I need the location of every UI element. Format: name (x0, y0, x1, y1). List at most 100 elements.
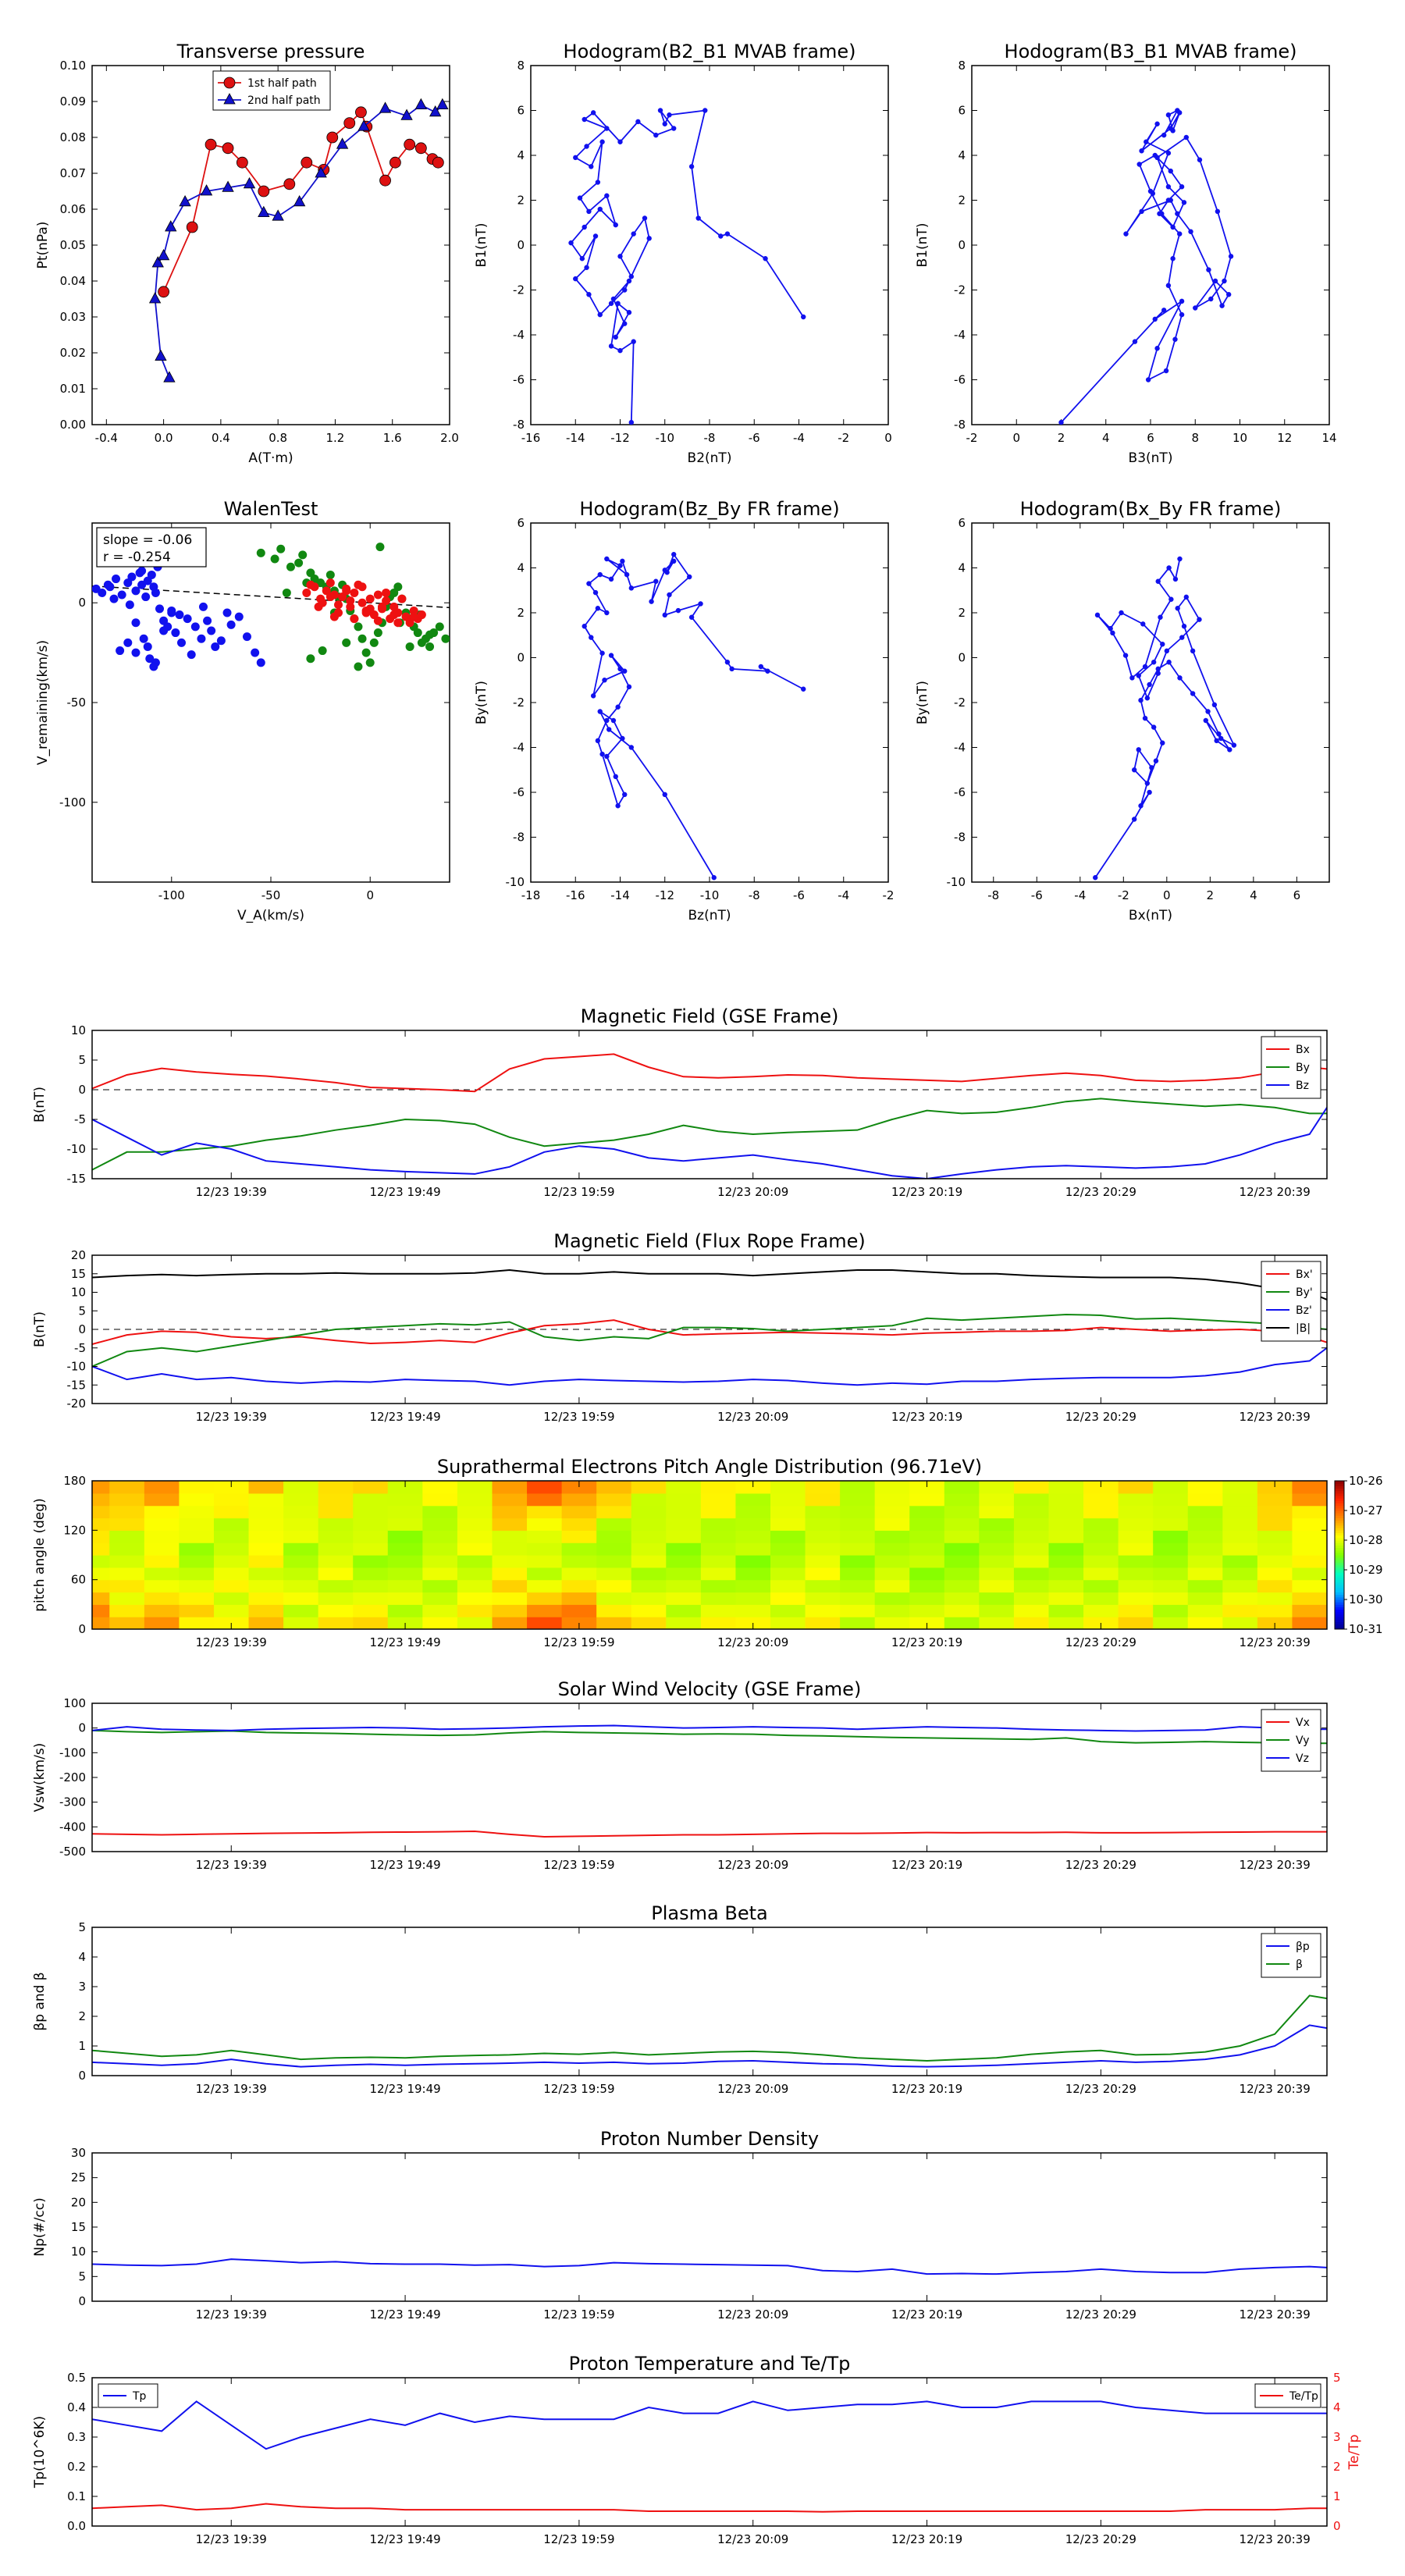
pad-colorbar-segment (1335, 1621, 1344, 1625)
pad-cell (318, 1542, 354, 1556)
bfr-series-2-line (92, 1347, 1327, 1386)
walen-series-1-point (294, 558, 304, 568)
pad-cell (805, 1517, 841, 1531)
pad-cell (979, 1604, 1015, 1617)
h3-series-0-point (664, 570, 670, 575)
h1-series-0-point (642, 215, 648, 221)
pad-ytick-label: 120 (63, 1523, 86, 1537)
h1-series-0-point (584, 144, 589, 149)
pad-cell (666, 1567, 702, 1581)
pad-cell (944, 1517, 980, 1531)
temp-ytick-label: 0.0 (67, 2519, 86, 2533)
pad-cell (1153, 1530, 1189, 1543)
pad-cell (422, 1530, 458, 1543)
pad-cell (457, 1505, 493, 1519)
h1-xtick-label: -6 (749, 431, 760, 445)
pad-cell (213, 1493, 250, 1507)
pad-cell (805, 1493, 841, 1507)
h2-series-0-point (1177, 231, 1183, 237)
h1-series-0-point (573, 276, 578, 282)
tp-series-1-point (258, 205, 270, 218)
pad-cell (770, 1493, 806, 1507)
h4-series-0-point (1177, 675, 1183, 681)
beta-legend-label-0: βp (1296, 1941, 1310, 1953)
beta-ytick-label: 3 (78, 1980, 86, 1994)
walen-series-2-point (417, 610, 426, 620)
h4-series-0-point (1190, 648, 1196, 654)
pad-cell (1013, 1604, 1050, 1617)
tp-series-0-point (326, 131, 339, 144)
h4-series-0-point (1166, 660, 1172, 665)
pad-cell (144, 1481, 180, 1494)
h4-series-0-point (1175, 606, 1180, 611)
tp-xtick-label: 1.2 (326, 431, 345, 445)
pad-cell (666, 1604, 702, 1617)
pad-cell (1153, 1517, 1189, 1531)
bfr-series-1-line (92, 1313, 1327, 1368)
pad-cell (1257, 1604, 1293, 1617)
pad-cell (944, 1592, 980, 1605)
pad-colorbar-segment (1335, 1503, 1344, 1507)
walen-series-1-point (270, 554, 279, 564)
pad-cell (109, 1567, 145, 1581)
pad-colorbar-segment (1335, 1602, 1344, 1605)
pad-colorbar-segment (1335, 1589, 1344, 1592)
h3-series-0-point (597, 571, 603, 578)
bfr-ytick-label: -10 (67, 1360, 87, 1374)
h4-xtick-label: 4 (1250, 888, 1257, 902)
pad-cell (92, 1617, 110, 1629)
pad-cell (700, 1567, 737, 1581)
h1-series-0-point (617, 347, 623, 354)
bfr-ylabel: B(nT) (32, 1311, 48, 1347)
pad-cell (840, 1517, 876, 1531)
h4-xtick-label: -2 (1118, 888, 1129, 902)
pad-cell (144, 1542, 180, 1556)
pad-cell (631, 1481, 667, 1494)
h2-series-0-point (1222, 278, 1227, 284)
walen-series-0-point (187, 650, 196, 660)
tp-series-1-point (315, 166, 327, 178)
pad-cell (944, 1604, 980, 1617)
pad-cell (283, 1555, 319, 1568)
pad-ytick-label: 180 (63, 1474, 86, 1488)
pad-cell (92, 1493, 110, 1507)
h3-series-0-point (602, 678, 607, 683)
vsw-legend-label-0: Vx (1296, 1717, 1310, 1729)
walen-series-0-point (171, 628, 180, 638)
h4-series-0-point (1203, 717, 1208, 724)
pad-cell (92, 1555, 110, 1568)
pad-cell (353, 1617, 389, 1629)
h3-series-0-point (620, 735, 625, 742)
bgse-time-tick-label: 12/23 20:39 (1240, 1185, 1311, 1199)
pad-cell (387, 1555, 423, 1568)
pad-cell (527, 1579, 563, 1593)
np-ytick-label: 20 (71, 2195, 86, 2209)
temp-ytick-right-label: 5 (1333, 2371, 1341, 2385)
temp-ytick-label: 0.1 (67, 2489, 86, 2503)
pad-cell (979, 1542, 1015, 1556)
pad-cell (735, 1579, 771, 1593)
pad-cell (666, 1493, 702, 1507)
pad-cell (457, 1617, 493, 1629)
h3-series-0-point (662, 792, 667, 798)
h1-series-0-point (718, 233, 724, 239)
h2-xtick-label: 10 (1232, 431, 1247, 445)
temp-plot-frame (91, 2377, 1328, 2527)
pad-cell (944, 1555, 980, 1568)
tp-ytick-label: 0.06 (60, 202, 86, 216)
pad-colorbar-segment (1335, 1587, 1344, 1590)
bfr-legend-label-2: Bz' (1296, 1304, 1312, 1317)
bfr-ytick-label: 5 (78, 1304, 86, 1318)
bfr-time-tick-label: 12/23 20:39 (1240, 1410, 1311, 1424)
h4-ytick-label: -6 (954, 785, 966, 799)
h1-series-0-point (586, 292, 592, 297)
bgse-series-0-line (92, 1053, 1327, 1093)
pad-cell (387, 1517, 423, 1531)
h2-series-0-point (1163, 368, 1169, 374)
tp-series-1-point (200, 184, 213, 196)
h1-series-0-point (702, 108, 708, 113)
tp-series-1-point (163, 371, 176, 382)
pad-cell (353, 1481, 389, 1494)
h2-ytick-label: -2 (954, 283, 966, 297)
walen-series-0-point (147, 570, 156, 579)
